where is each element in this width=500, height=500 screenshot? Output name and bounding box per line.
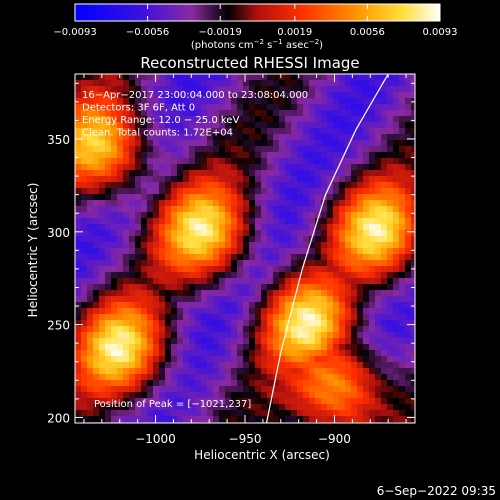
colorbar-tick-label: 0.0093	[423, 27, 458, 38]
x-axis: −1000 −950 −900	[83, 74, 407, 446]
footer-timestamp: 6−Sep−2022 09:35	[377, 484, 496, 498]
y-axis: 200 250 300 350	[47, 82, 415, 425]
peak-position-label: Position of Peak = [−1021,237]	[94, 399, 251, 410]
y-tick-label: 250	[47, 319, 70, 333]
colorbar-tick-label: 0.0056	[350, 27, 385, 38]
annotation-line: 16−Apr−2017 23:00:04.000 to 23:08:04.000	[82, 90, 308, 101]
colorbar-tick-label: −0.0019	[199, 27, 242, 38]
colorbar-units: (photons cm−2 s−1 asec−2)	[191, 38, 323, 51]
chart-title: Reconstructed RHESSI Image	[140, 54, 359, 72]
annotation-line: Clean. Total counts: 1.72E+04	[82, 128, 233, 139]
solar-limb-curve	[265, 74, 389, 423]
x-tick-label: −900	[318, 432, 351, 446]
colorbar	[74, 3, 441, 22]
x-tick-label: −1000	[135, 432, 176, 446]
colorbar-tick-label: −0.0056	[126, 27, 169, 38]
y-tick-label: 350	[47, 133, 70, 147]
annotation-block: 16−Apr−2017 23:00:04.000 to 23:08:04.000…	[82, 90, 308, 139]
heatmap-image	[75, 74, 415, 423]
colorbar-ticks: −0.0093 −0.0056 −0.0019 0.0019 0.0056 0.0093	[53, 4, 458, 38]
colorbar-tick-label: −0.0093	[53, 27, 96, 38]
colorbar-tick-label: 0.0019	[277, 27, 312, 38]
x-tick-label: −950	[229, 432, 262, 446]
x-axis-label: Heliocentric X (arcsec)	[194, 448, 330, 462]
y-tick-label: 300	[47, 226, 70, 240]
annotation-line: Energy Range: 12.0 − 25.0 keV	[82, 115, 239, 126]
annotation-line: Detectors: 3F 6F, Att 0	[82, 103, 195, 114]
y-tick-label: 200	[47, 411, 70, 425]
y-axis-label: Heliocentric Y (arcsec)	[26, 183, 40, 318]
